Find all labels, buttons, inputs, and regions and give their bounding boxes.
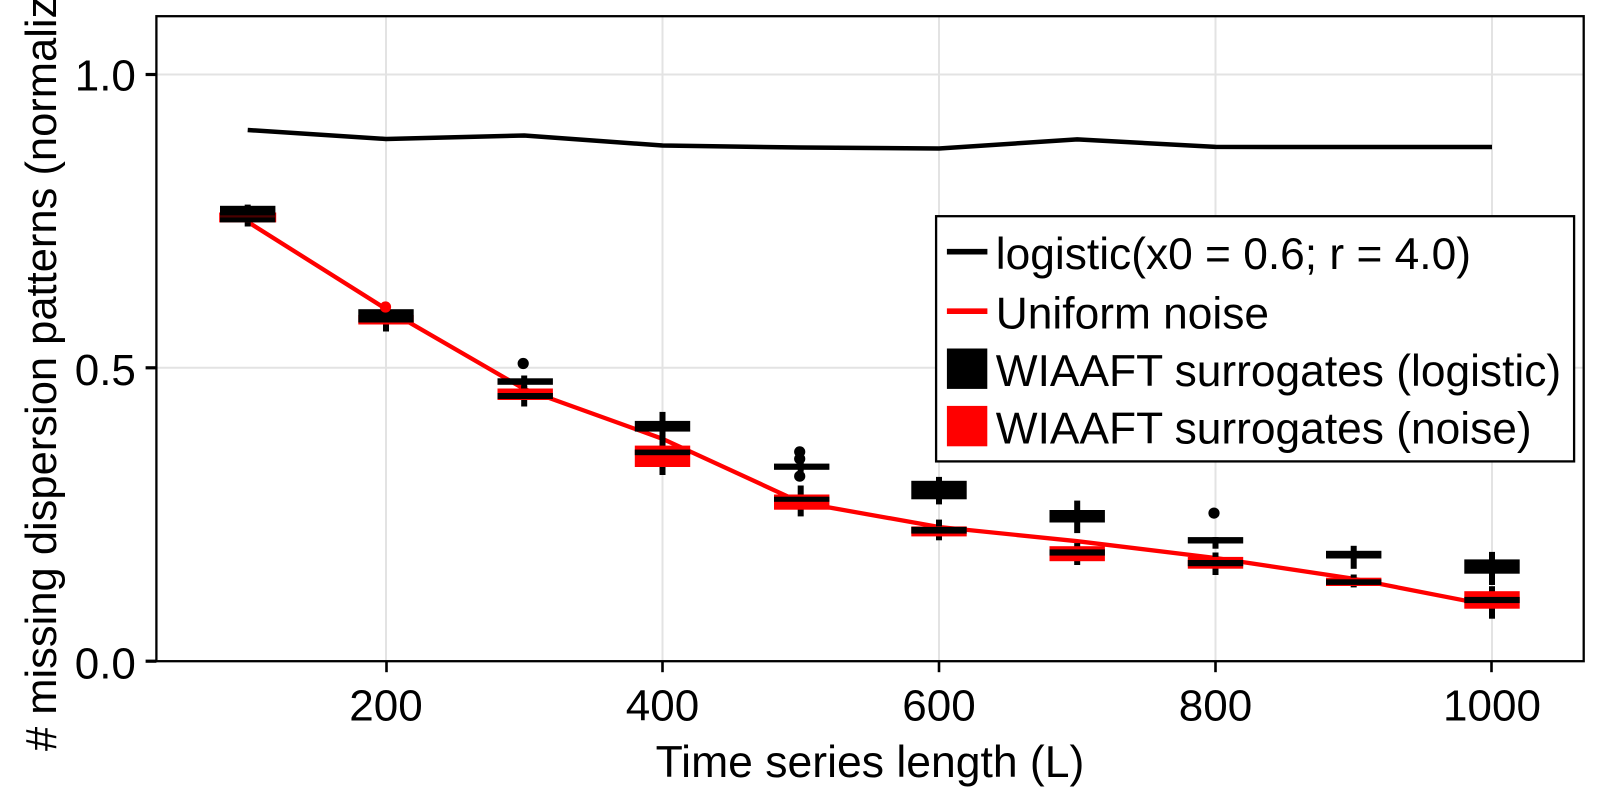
svg-text:Uniform noise: Uniform noise	[996, 290, 1269, 339]
svg-text:1.0: 1.0	[75, 52, 136, 101]
svg-text:800: 800	[1179, 681, 1252, 730]
svg-text:logistic(x0 = 0.6; r = 4.0): logistic(x0 = 0.6; r = 4.0)	[996, 230, 1471, 279]
svg-text:WIAAFT surrogates (logistic): WIAAFT surrogates (logistic)	[996, 347, 1561, 396]
svg-text:200: 200	[349, 681, 422, 730]
svg-text:WIAAFT surrogates (noise): WIAAFT surrogates (noise)	[996, 405, 1532, 454]
svg-text:400: 400	[626, 681, 699, 730]
svg-text:1000: 1000	[1443, 681, 1541, 730]
svg-text:600: 600	[902, 681, 975, 730]
svg-text:0.0: 0.0	[75, 640, 136, 689]
svg-text:# missing dispersion patterns: # missing dispersion patterns (normalize…	[18, 0, 66, 751]
svg-text:0.5: 0.5	[75, 346, 136, 395]
svg-text:Time series length (L): Time series length (L)	[656, 738, 1085, 787]
